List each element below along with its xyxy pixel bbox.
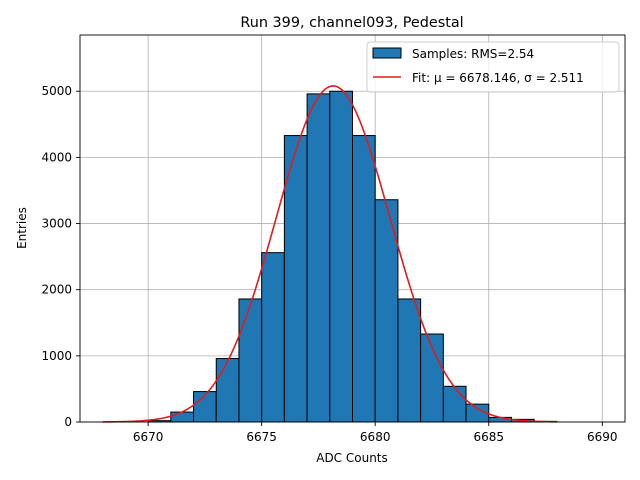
y-tick-label: 1000 [41,349,72,363]
histogram-bar [170,411,195,423]
legend-label-fit: Fit: μ = 6678.146, σ = 2.511 [412,71,584,85]
fit-curve [102,85,557,423]
x-tick-label: 6680 [360,430,391,444]
legend-box [366,41,620,93]
y-axis-ticks: 0 1000 2000 3000 4000 5000 [41,84,80,429]
x-tick-label: 6690 [587,430,618,444]
histogram-bar [397,298,422,423]
x-tick-label: 6685 [473,430,504,444]
histogram-bars [147,90,558,423]
histogram-bar [215,357,240,423]
x-axis-ticks: 6670 6675 6680 6685 6690 [133,422,618,444]
histogram-bar [442,385,467,423]
legend-fit-sigma: σ = 2.511 [524,71,584,85]
y-axis-label: Entries [15,207,29,249]
histogram-bar [306,93,331,423]
histogram-bar [261,252,285,423]
x-tick-label: 6670 [133,430,164,444]
legend-fit-prefix: Fit: [412,71,434,85]
legend-label-samples: Samples: RMS=2.54 [412,47,534,61]
legend-fit-mu: μ = 6678.146 [434,71,517,85]
legend: Samples: RMS=2.54 Fit: μ = 6678.146, σ =… [366,41,620,93]
histogram-bar [329,90,353,423]
y-tick-label: 4000 [41,150,72,164]
legend-swatch-samples [372,47,402,59]
histogram-bar [238,298,263,423]
y-tick-label: 2000 [41,283,72,297]
y-tick-label: 3000 [41,217,72,231]
histogram-bar [352,135,376,423]
legend-fit-separator: , [517,71,525,85]
plot-frame [79,34,626,423]
x-axis-label: ADC Counts [316,451,388,465]
chart-title: Run 399, channel093, Pedestal [240,15,463,31]
y-tick-label: 5000 [41,84,72,98]
x-tick-label: 6675 [246,430,277,444]
y-tick-label: 0 [64,415,72,429]
